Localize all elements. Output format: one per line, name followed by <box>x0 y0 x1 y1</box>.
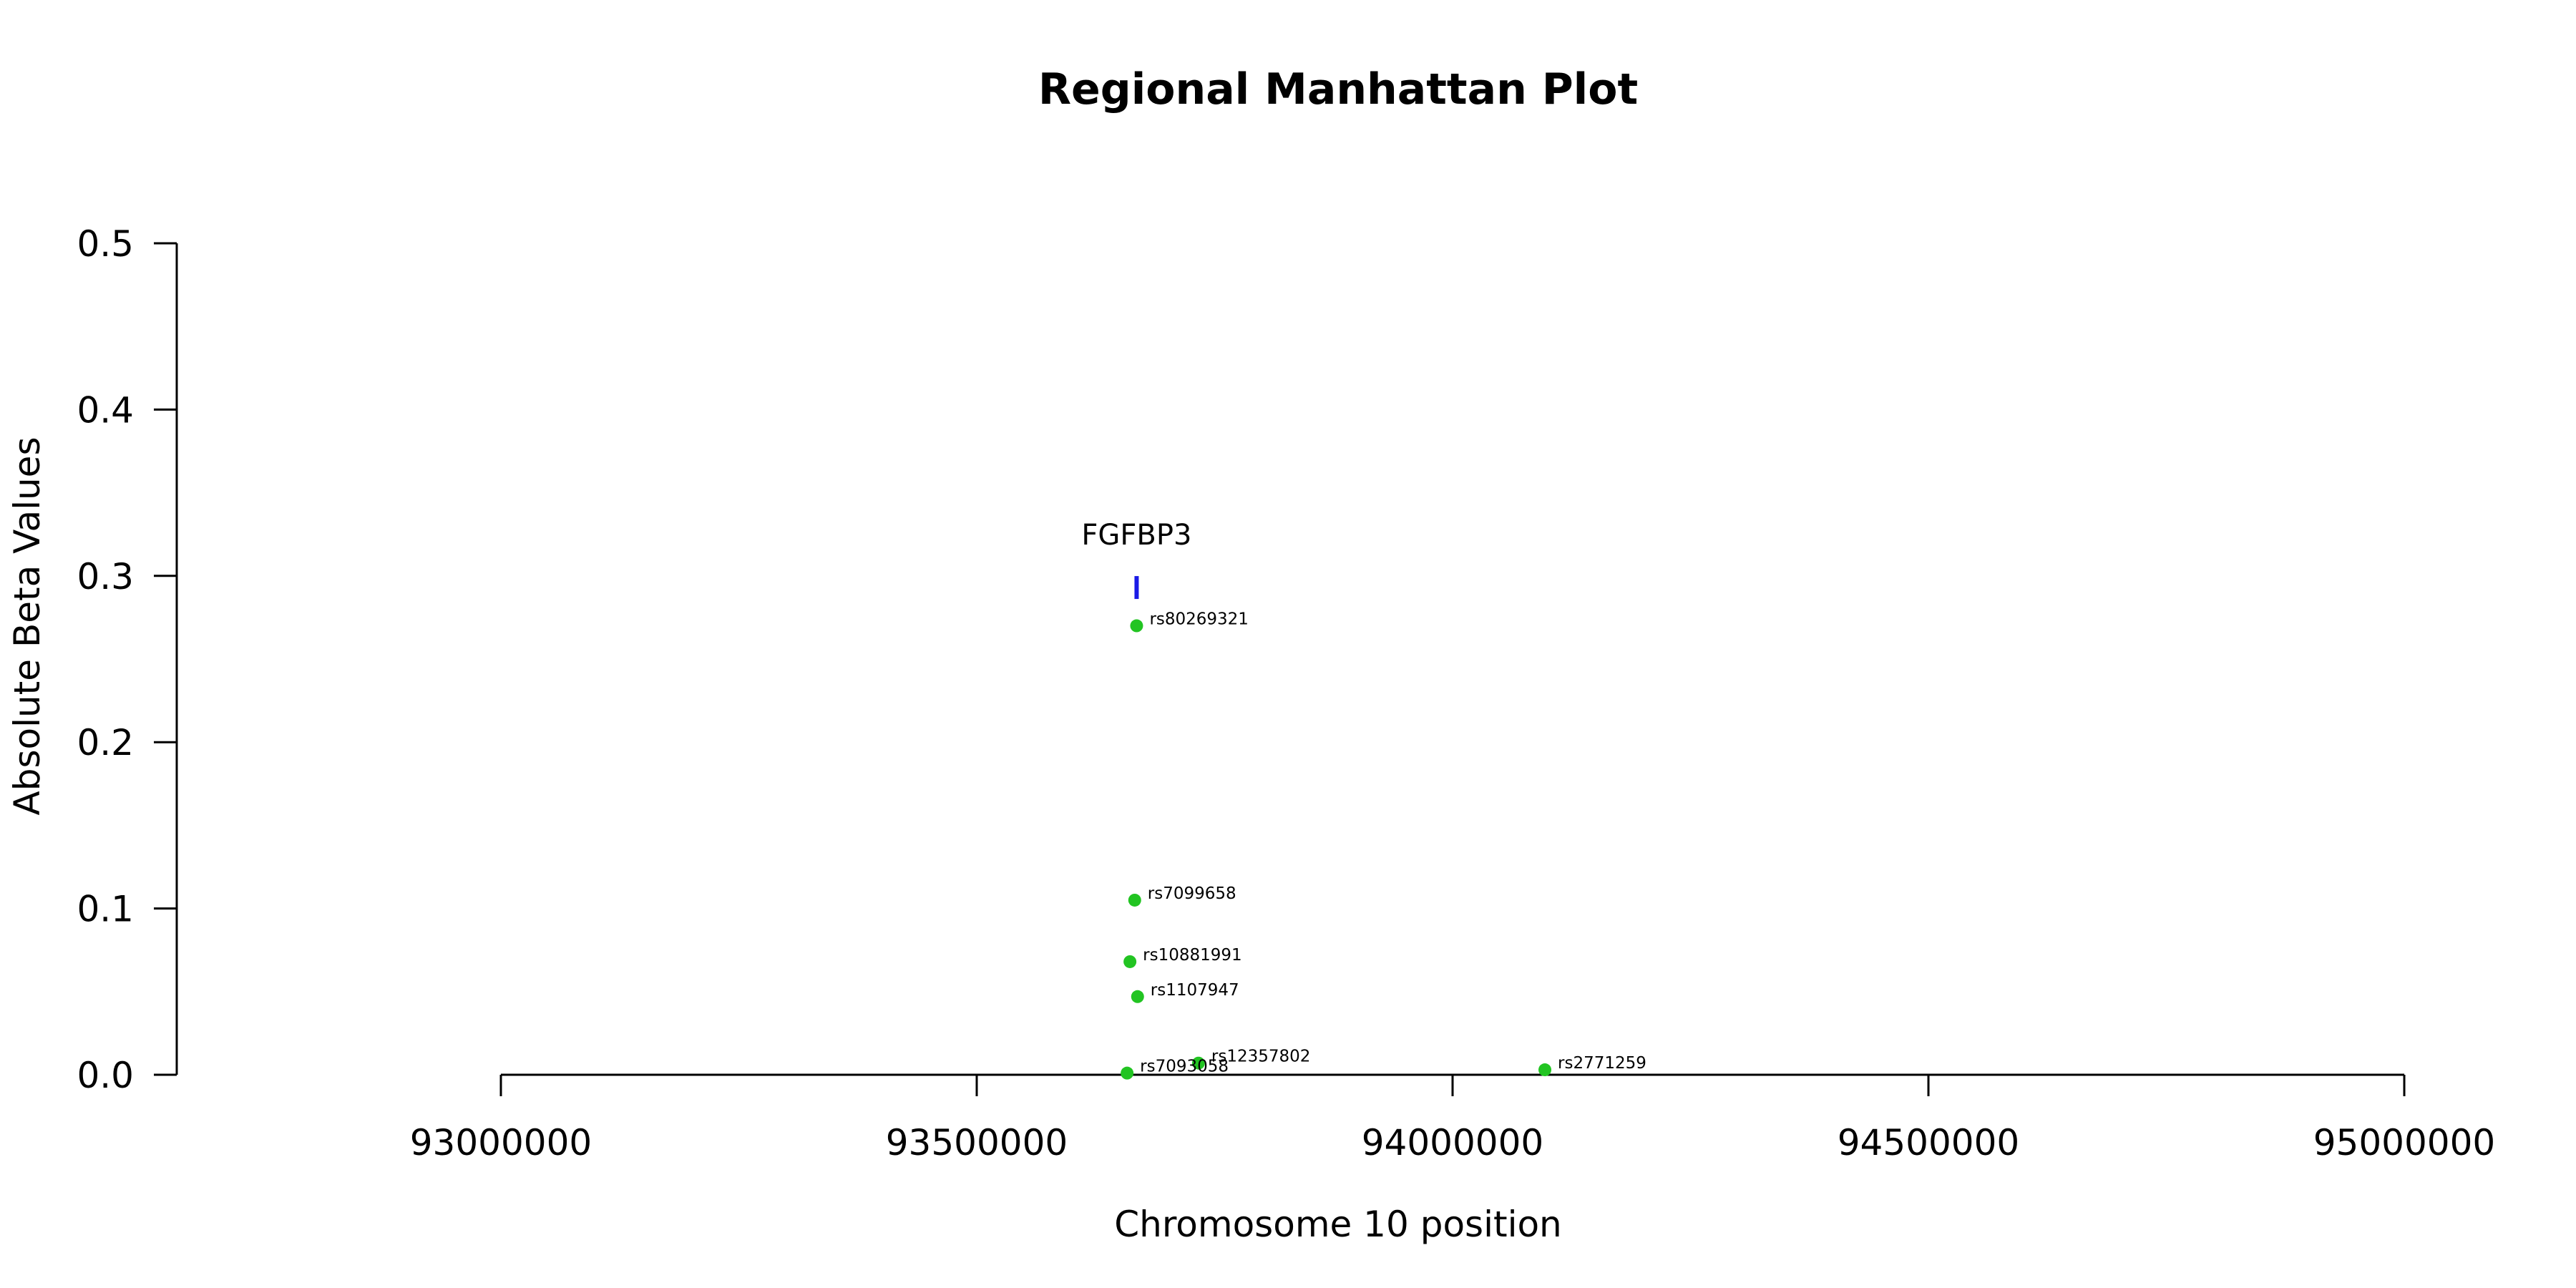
x-tick-label: 93500000 <box>886 1122 1068 1163</box>
x-axis: 93000000 93500000 94000000 94500000 95000000 <box>410 1073 2496 1163</box>
snp-label: rs7093058 <box>1140 1058 1229 1076</box>
y-tick-label: 0.5 <box>77 223 134 265</box>
y-tick-label: 0.1 <box>77 889 134 930</box>
x-tick-label: 94500000 <box>1838 1122 2020 1163</box>
snp-point <box>1121 1066 1134 1080</box>
y-tick-label: 0.0 <box>77 1055 134 1096</box>
snp-points: rs80269321 rs7099658 rs10881991 rs1107947 rs… <box>1121 610 1646 1080</box>
snp-point <box>1130 619 1143 633</box>
y-tick-label: 0.4 <box>77 389 134 431</box>
y-tick-label: 0.2 <box>77 722 134 763</box>
snp-label: rs2771259 <box>1558 1054 1646 1073</box>
snp-point <box>1191 1056 1205 1070</box>
gene-track: FGFBP3 <box>1081 519 1191 600</box>
snp-label: rs7099658 <box>1148 884 1236 903</box>
x-tick-label: 93000000 <box>410 1122 592 1163</box>
gene-label: FGFBP3 <box>1081 519 1191 552</box>
chart-title: Regional Manhattan Plot <box>1038 64 1638 114</box>
y-axis: 0.0 0.1 0.2 0.3 0.4 0.5 <box>77 223 178 1096</box>
snp-point <box>1123 955 1137 968</box>
snp-label: rs1107947 <box>1151 981 1239 1000</box>
snp-label: rs10881991 <box>1143 946 1242 965</box>
x-tick-label: 94000000 <box>1362 1122 1544 1163</box>
gene-marker <box>1134 576 1139 600</box>
snp-point <box>1128 893 1141 907</box>
snp-label: rs80269321 <box>1149 610 1249 629</box>
y-tick-label: 0.3 <box>77 556 134 597</box>
snp-point <box>1131 990 1144 1003</box>
x-axis-label: Chromosome 10 position <box>1114 1204 1562 1245</box>
y-axis-label: Absolute Beta Values <box>6 437 48 816</box>
snp-label: rs12357802 <box>1211 1048 1311 1066</box>
snp-point <box>1538 1063 1552 1077</box>
x-tick-label: 95000000 <box>2313 1122 2496 1163</box>
